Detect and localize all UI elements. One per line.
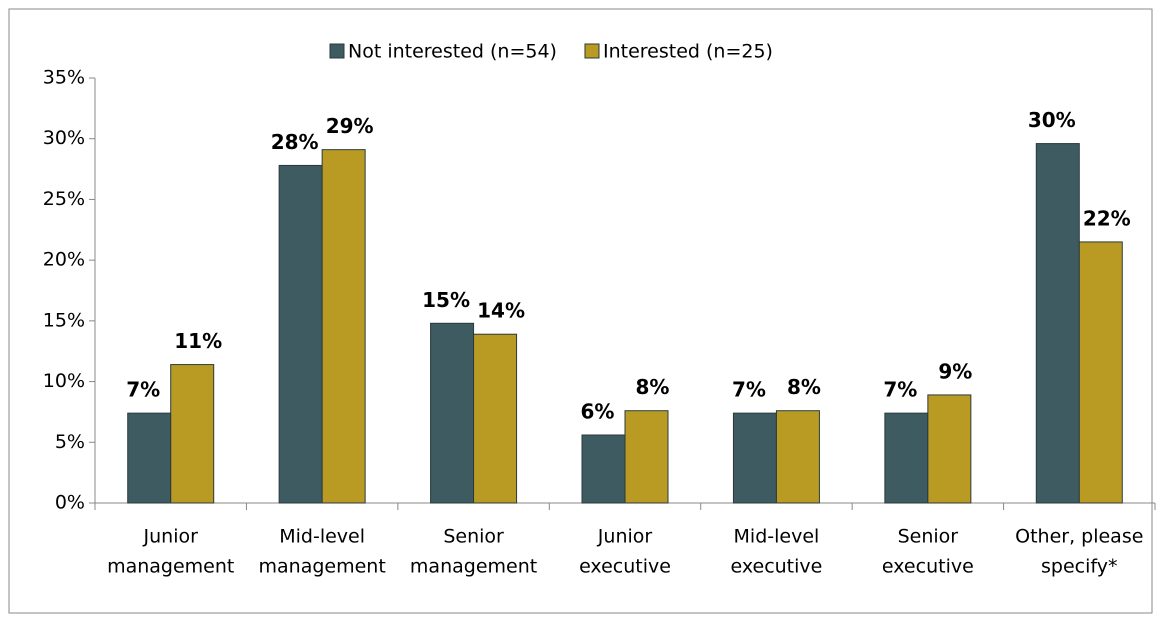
value-label: 7% <box>732 378 766 402</box>
bar <box>775 410 820 504</box>
y-tick-label: 5% <box>55 431 85 453</box>
value-label: 30% <box>1028 108 1076 132</box>
y-tick-label: 20% <box>43 249 85 271</box>
bar <box>473 333 518 504</box>
value-label: 6% <box>581 400 615 424</box>
x-tick-label: executive <box>882 556 974 578</box>
x-tick-label: executive <box>579 556 671 578</box>
bar <box>127 412 172 504</box>
bar <box>170 364 215 504</box>
value-label: 28% <box>271 130 319 154</box>
value-label: 29% <box>326 114 374 138</box>
x-tick-label: Other, please <box>1015 526 1143 548</box>
x-tick-label: Junior <box>143 526 199 548</box>
bar <box>1035 143 1080 504</box>
bar <box>581 434 626 504</box>
bar <box>884 412 929 504</box>
chart-frame <box>8 8 1153 614</box>
y-tick-label: 30% <box>43 127 85 149</box>
x-tick-label: management <box>259 556 386 578</box>
bar <box>1078 241 1123 504</box>
x-tick-label: Mid-level <box>734 526 820 548</box>
bar <box>927 394 972 504</box>
value-label: 14% <box>477 299 525 323</box>
bar <box>278 164 323 504</box>
legend-swatch <box>584 43 600 59</box>
value-label: 7% <box>126 378 160 402</box>
value-label: 15% <box>422 288 470 312</box>
value-label: 7% <box>883 378 917 402</box>
y-tick-label: 0% <box>55 492 85 514</box>
x-tick-label: Mid-level <box>279 526 365 548</box>
y-tick-label: 15% <box>43 309 85 331</box>
value-label: 11% <box>174 329 222 353</box>
bar <box>732 412 777 504</box>
x-tick-label: Senior <box>443 526 504 548</box>
x-tick-label: executive <box>730 556 822 578</box>
bar <box>430 322 475 504</box>
x-tick-label: management <box>410 556 537 578</box>
x-tick-label: Senior <box>898 526 959 548</box>
y-tick-label: 25% <box>43 188 85 210</box>
legend-swatch <box>329 43 345 59</box>
value-label: 8% <box>636 375 670 399</box>
value-label: 8% <box>787 375 821 399</box>
value-label: 22% <box>1083 206 1131 230</box>
bar <box>624 410 669 504</box>
bar <box>321 149 366 504</box>
x-tick-label: management <box>107 556 234 578</box>
legend-label: Not interested (n=54) <box>348 41 557 63</box>
y-tick-label: 35% <box>43 67 85 89</box>
value-label: 9% <box>938 359 972 383</box>
x-tick-label: specify* <box>1041 556 1117 578</box>
legend-label: Interested (n=25) <box>603 41 773 63</box>
y-tick-label: 10% <box>43 370 85 392</box>
x-tick-label: Junior <box>597 526 653 548</box>
